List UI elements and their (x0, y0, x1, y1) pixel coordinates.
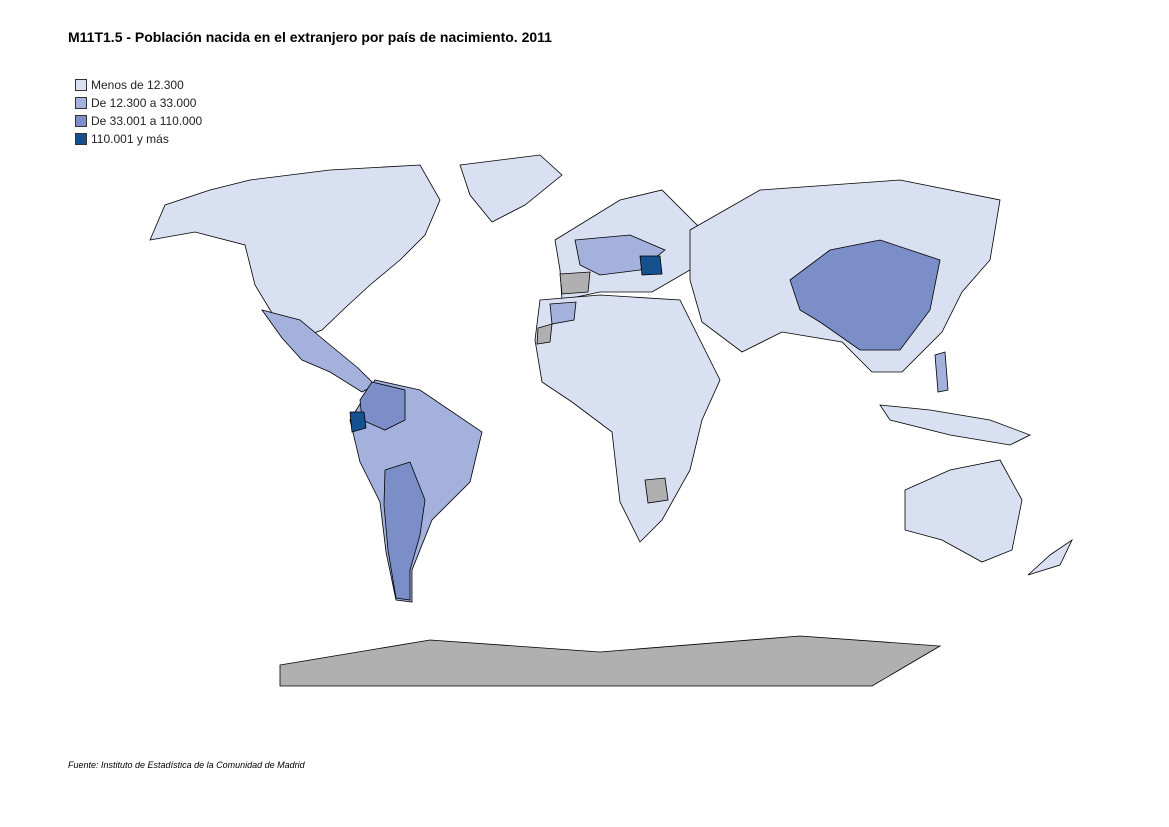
legend-swatch (75, 79, 87, 91)
legend-swatch (75, 133, 87, 145)
western-sahara (536, 323, 553, 345)
greenland (459, 154, 563, 223)
legend-item: De 33.001 a 110.000 (75, 112, 202, 130)
legend-item: Menos de 12.300 (75, 76, 202, 94)
legend-label: 110.001 y más (91, 132, 169, 146)
romania (639, 255, 663, 276)
africa (534, 294, 721, 543)
legend-swatch (75, 115, 87, 127)
legend-label: De 12.300 a 33.000 (91, 96, 197, 110)
indonesia (879, 404, 1031, 446)
legend-item: 110.001 y más (75, 130, 202, 148)
north-america (149, 164, 441, 339)
australia (904, 459, 1023, 563)
map-title: M11T1.5 - Población nacida en el extranj… (68, 29, 552, 45)
colombia-venezuela (359, 381, 406, 431)
china (789, 239, 941, 351)
botswana (644, 477, 669, 504)
argentina-bolivia (383, 461, 426, 601)
new-zealand (1027, 538, 1074, 576)
antarctica (279, 635, 942, 687)
morocco (549, 301, 577, 325)
legend-swatch (75, 97, 87, 109)
legend-label: De 33.001 a 110.000 (91, 114, 203, 128)
legend-item: De 12.300 a 33.000 (75, 94, 202, 112)
spain (559, 271, 591, 295)
legend: Menos de 12.300 De 12.300 a 33.000 De 33.0… (75, 76, 202, 148)
source-note: Fuente: Instituto de Estadística de la C… (68, 760, 305, 770)
legend-label: Menos de 12.300 (91, 78, 184, 92)
philippines (934, 351, 949, 393)
ecuador (349, 411, 367, 433)
